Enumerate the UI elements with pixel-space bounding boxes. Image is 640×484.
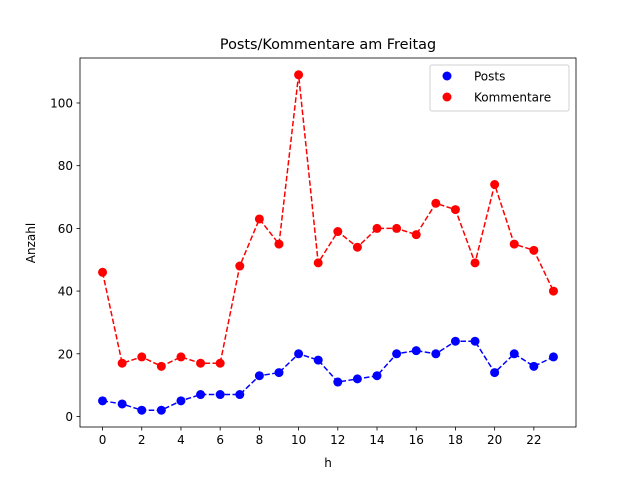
series-line-kommentare [101, 74, 555, 368]
data-point-kommentare [509, 239, 519, 249]
data-point-kommentare [333, 227, 343, 237]
x-tick-label: 10 [291, 433, 306, 447]
data-point-kommentare [274, 239, 284, 249]
data-point-posts [431, 349, 441, 359]
x-axis-label: h [324, 456, 332, 470]
data-point-posts [98, 396, 108, 406]
x-tick-label: 6 [216, 433, 224, 447]
data-point-posts [196, 390, 206, 400]
data-point-kommentare [98, 267, 108, 277]
data-point-kommentare [294, 70, 304, 80]
data-point-posts [117, 399, 127, 409]
data-point-posts [215, 390, 225, 400]
data-point-posts [470, 336, 480, 346]
data-point-kommentare [470, 258, 480, 268]
x-tick-label: 12 [330, 433, 345, 447]
y-axis-label: Anzahl [24, 223, 38, 263]
data-point-posts [313, 355, 323, 365]
x-tick-label: 14 [369, 433, 384, 447]
x-tick-label: 2 [138, 433, 146, 447]
data-point-kommentare [215, 358, 225, 368]
data-point-kommentare [235, 261, 245, 271]
chart-title: Posts/Kommentare am Freitag [220, 37, 436, 53]
legend-frame [429, 64, 570, 112]
data-point-kommentare [156, 361, 166, 371]
y-tick-label: 20 [58, 347, 73, 361]
series-line-posts [102, 340, 554, 411]
data-point-kommentare [254, 214, 264, 224]
legend-label-posts: Posts [474, 70, 505, 84]
data-point-posts [254, 371, 264, 381]
y-tick-label: 40 [58, 285, 73, 299]
x-tick-label: 4 [177, 433, 185, 447]
data-point-posts [411, 346, 421, 356]
x-tick-label: 18 [448, 433, 463, 447]
y-tick-label: 60 [58, 222, 73, 236]
data-point-kommentare [392, 223, 402, 233]
legend-label-kommentare: Kommentare [474, 91, 551, 105]
data-point-posts [274, 368, 284, 378]
data-point-posts [156, 405, 166, 415]
data-point-posts [333, 377, 343, 387]
y-tick-label: 100 [50, 96, 73, 110]
x-tick-label: 20 [487, 433, 502, 447]
x-tick-label: 22 [526, 433, 541, 447]
data-point-posts [529, 361, 539, 371]
data-point-kommentare [196, 358, 206, 368]
data-point-posts [137, 405, 147, 415]
data-point-posts [235, 390, 245, 400]
data-point-kommentare [548, 286, 558, 296]
data-point-posts [490, 368, 500, 378]
data-point-kommentare [137, 352, 147, 362]
data-point-kommentare [450, 205, 460, 215]
data-point-kommentare [176, 352, 186, 362]
data-point-posts [294, 349, 304, 359]
data-point-kommentare [117, 358, 127, 368]
legend-marker-posts [442, 71, 452, 81]
plot-frame [79, 57, 577, 428]
data-point-kommentare [372, 223, 382, 233]
data-point-kommentare [313, 258, 323, 268]
x-tick-label: 0 [99, 433, 107, 447]
data-point-posts [176, 396, 186, 406]
data-point-kommentare [352, 242, 362, 252]
legend-marker-kommentare [442, 92, 452, 102]
data-point-kommentare [529, 245, 539, 255]
data-point-kommentare [411, 230, 421, 240]
data-point-posts [372, 371, 382, 381]
data-point-posts [548, 352, 558, 362]
data-point-kommentare [431, 198, 441, 208]
y-tick-label: 0 [65, 410, 73, 424]
data-point-posts [450, 336, 460, 346]
data-point-kommentare [490, 180, 500, 190]
x-tick-label: 16 [409, 433, 424, 447]
data-point-posts [392, 349, 402, 359]
y-tick-label: 80 [58, 159, 73, 173]
data-point-posts [509, 349, 519, 359]
legend: Posts Kommentare [429, 64, 570, 112]
data-point-posts [352, 374, 362, 384]
x-tick-label: 8 [256, 433, 264, 447]
